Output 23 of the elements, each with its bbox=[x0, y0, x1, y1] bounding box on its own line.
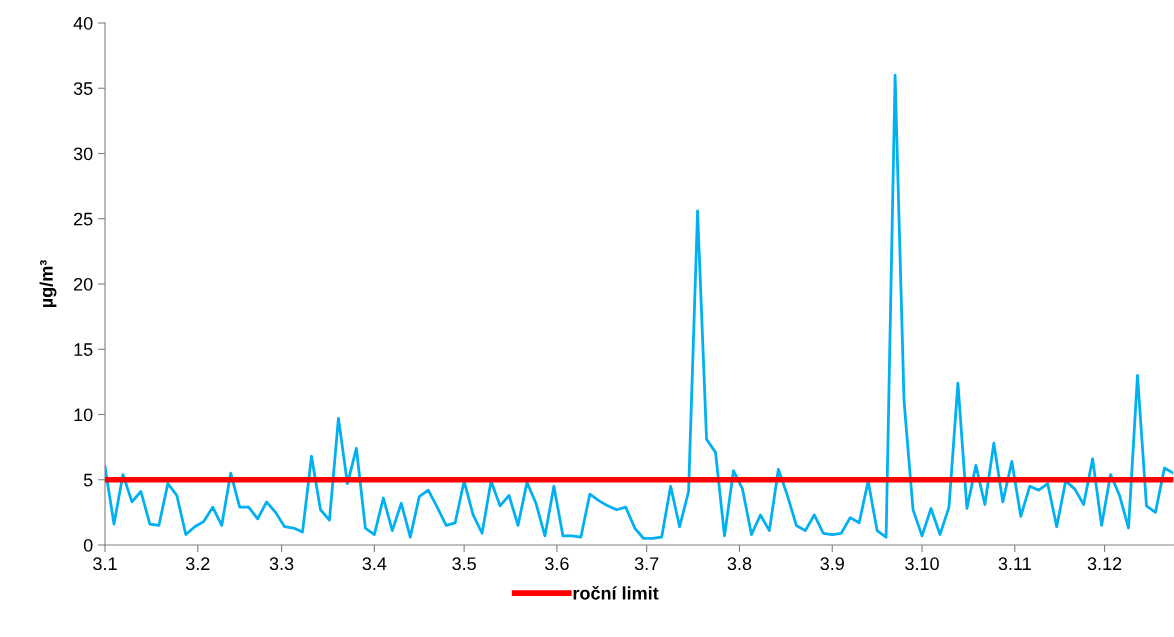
x-tick-label: 3.8 bbox=[727, 557, 752, 571]
y-tick-label: 5 bbox=[83, 473, 93, 487]
legend-label: roční limit bbox=[573, 585, 659, 600]
y-tick-label: 40 bbox=[73, 16, 93, 30]
y-tick-label: 15 bbox=[74, 343, 93, 356]
x-tick-label: 3.4 bbox=[362, 557, 387, 571]
x-tick-label: 3.1 bbox=[93, 557, 117, 571]
x-tick-label: 3.5 bbox=[452, 557, 476, 571]
x-tick-label: 3.3 bbox=[269, 557, 294, 571]
y-tick-label: 35 bbox=[73, 82, 93, 95]
x-tick-label: 3.7 bbox=[634, 557, 659, 571]
y-tick-label: 20 bbox=[74, 277, 93, 291]
x-tick-label: 3.6 bbox=[545, 557, 569, 571]
y-tick-label: 0 bbox=[83, 538, 93, 552]
x-tick-label: 3.9 bbox=[820, 557, 844, 571]
x-tick-label: 3.10 bbox=[905, 557, 939, 571]
y-tick-label: 30 bbox=[73, 147, 93, 161]
y-axis-title: µg/m³ bbox=[39, 260, 57, 308]
x-tick-label: 3.12 bbox=[1087, 557, 1122, 571]
x-tick-label: 3.11 bbox=[998, 557, 1031, 571]
x-tick-label: 3.2 bbox=[185, 557, 210, 571]
y-tick-label: 10 bbox=[74, 408, 93, 422]
y-tick-label: 25 bbox=[74, 212, 93, 226]
